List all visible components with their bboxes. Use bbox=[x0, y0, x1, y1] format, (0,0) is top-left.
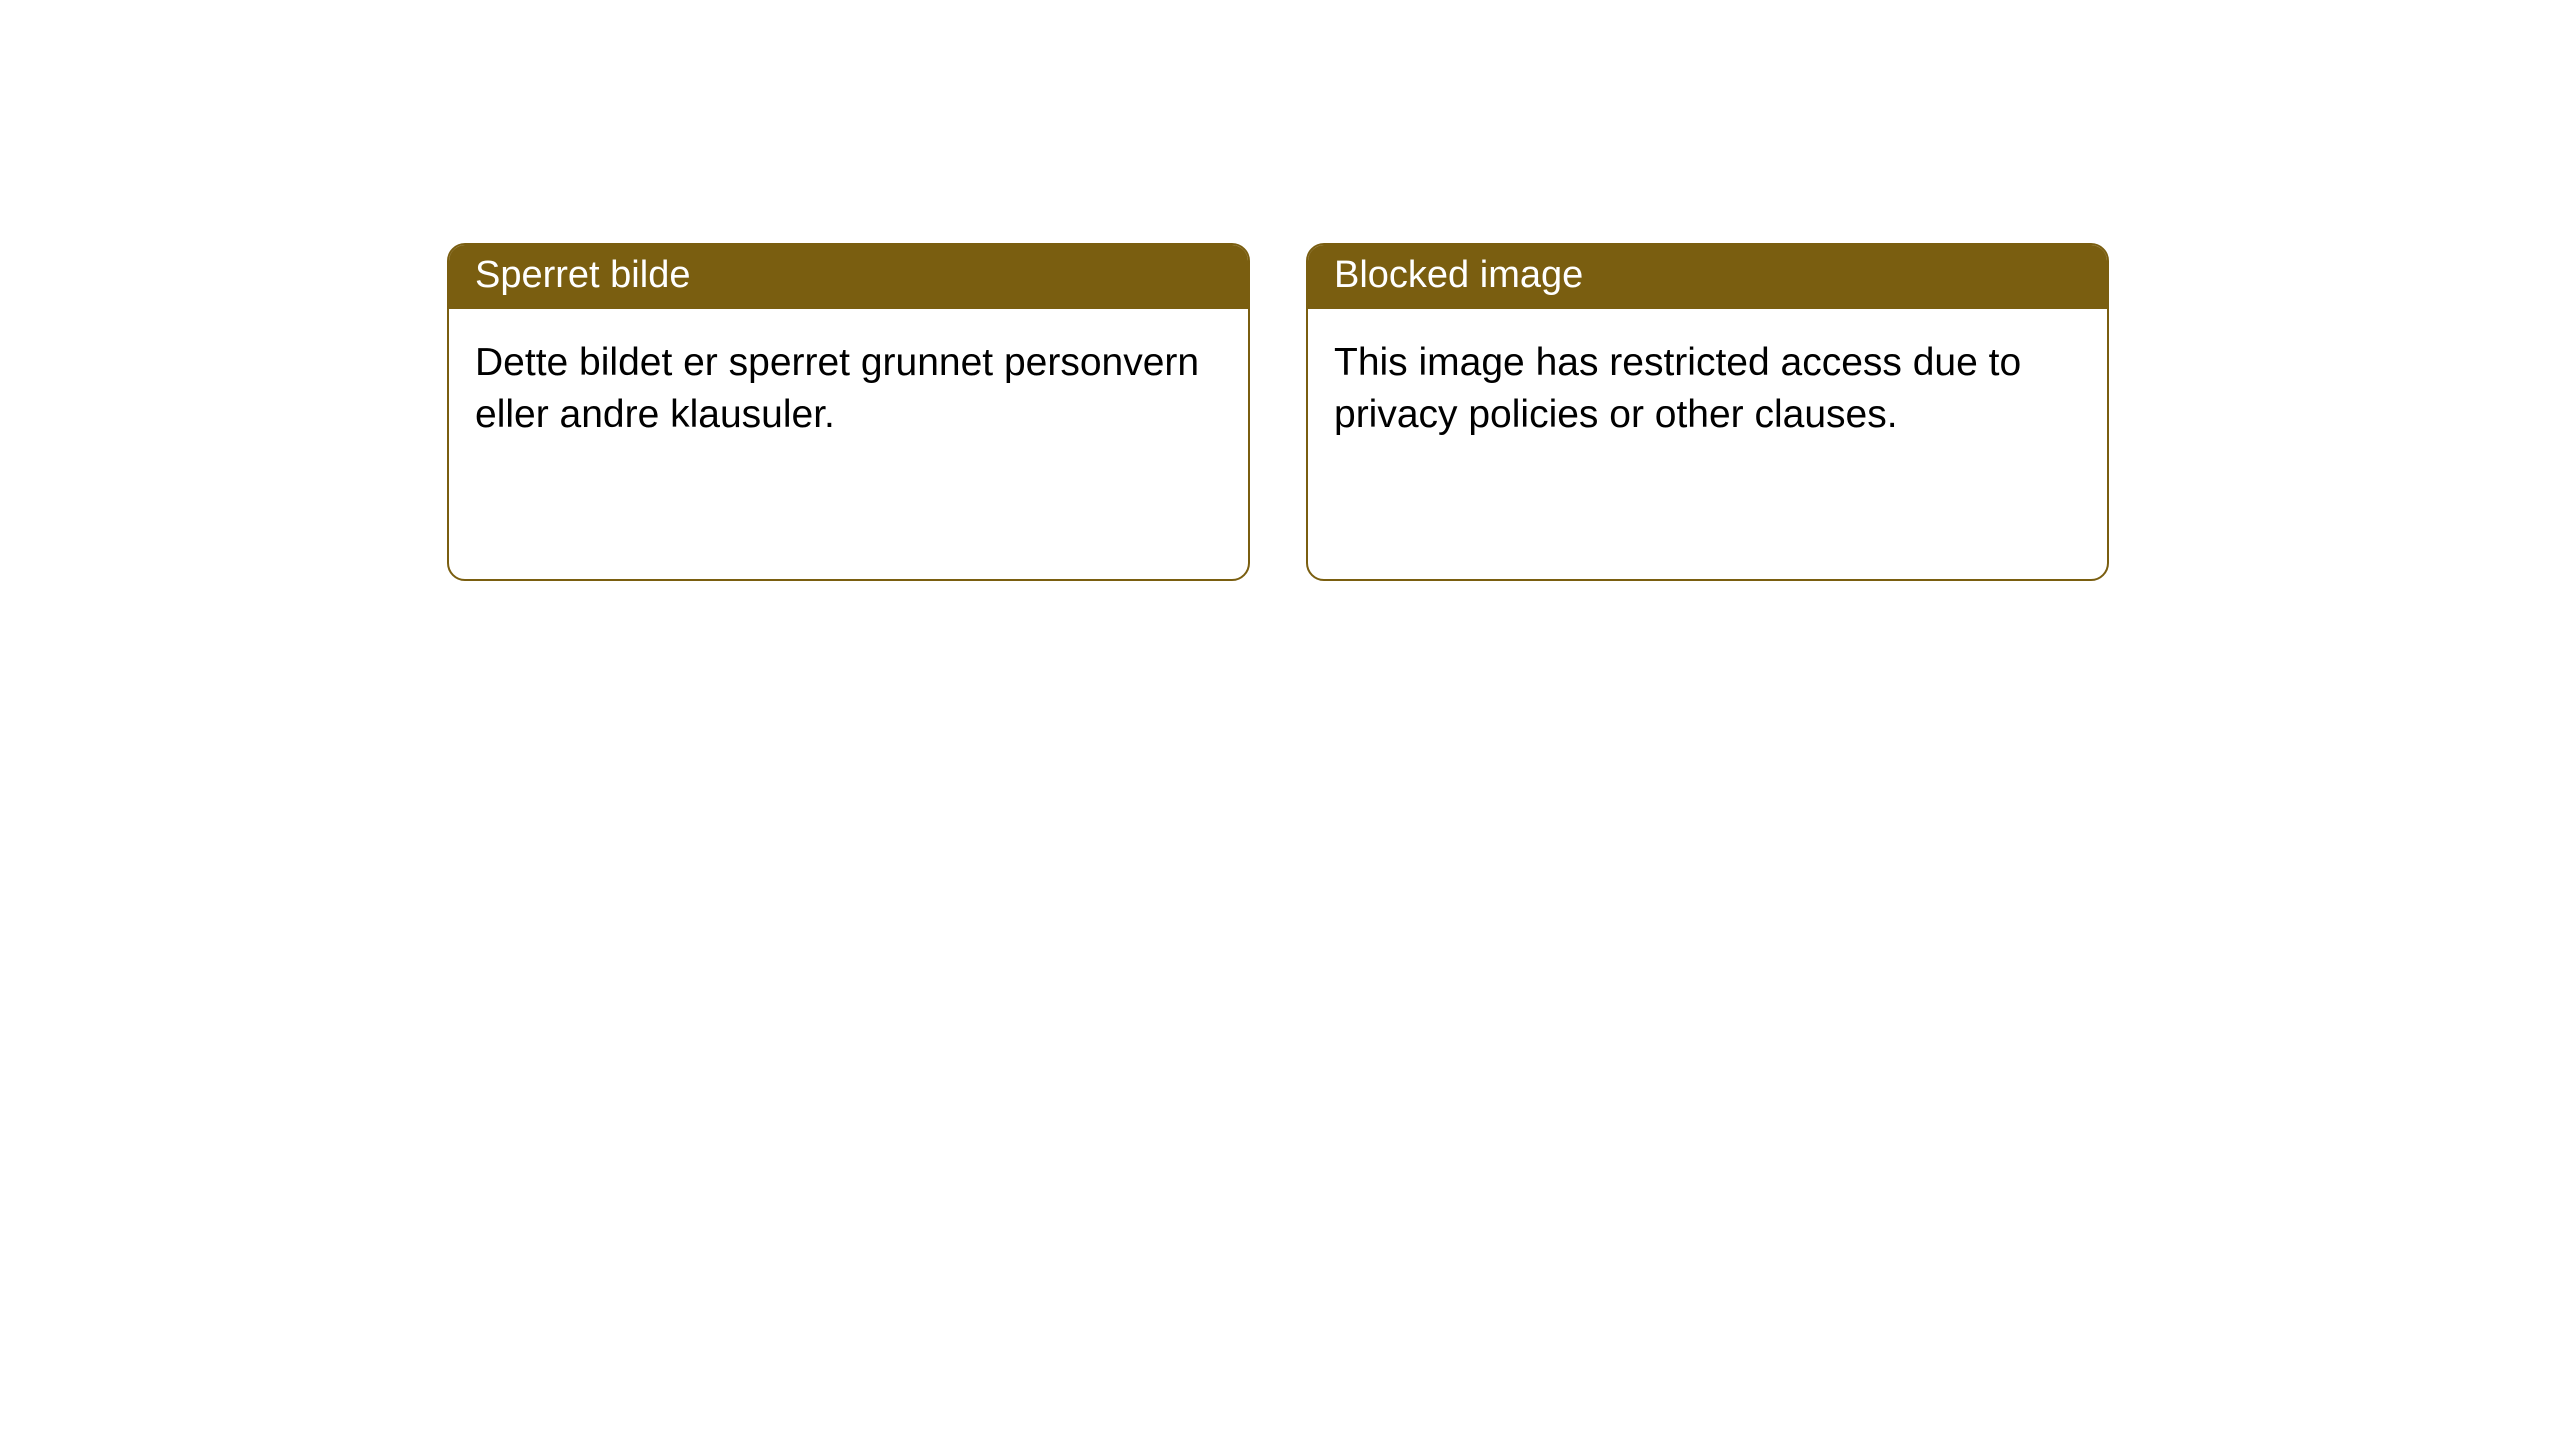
notice-container: Sperret bilde Dette bildet er sperret gr… bbox=[0, 0, 2560, 581]
blocked-image-title-en: Blocked image bbox=[1308, 245, 2107, 309]
blocked-image-body-en: This image has restricted access due to … bbox=[1308, 309, 2107, 579]
blocked-image-body-no: Dette bildet er sperret grunnet personve… bbox=[449, 309, 1248, 579]
blocked-image-card-en: Blocked image This image has restricted … bbox=[1306, 243, 2109, 581]
blocked-image-card-no: Sperret bilde Dette bildet er sperret gr… bbox=[447, 243, 1250, 581]
blocked-image-title-no: Sperret bilde bbox=[449, 245, 1248, 309]
